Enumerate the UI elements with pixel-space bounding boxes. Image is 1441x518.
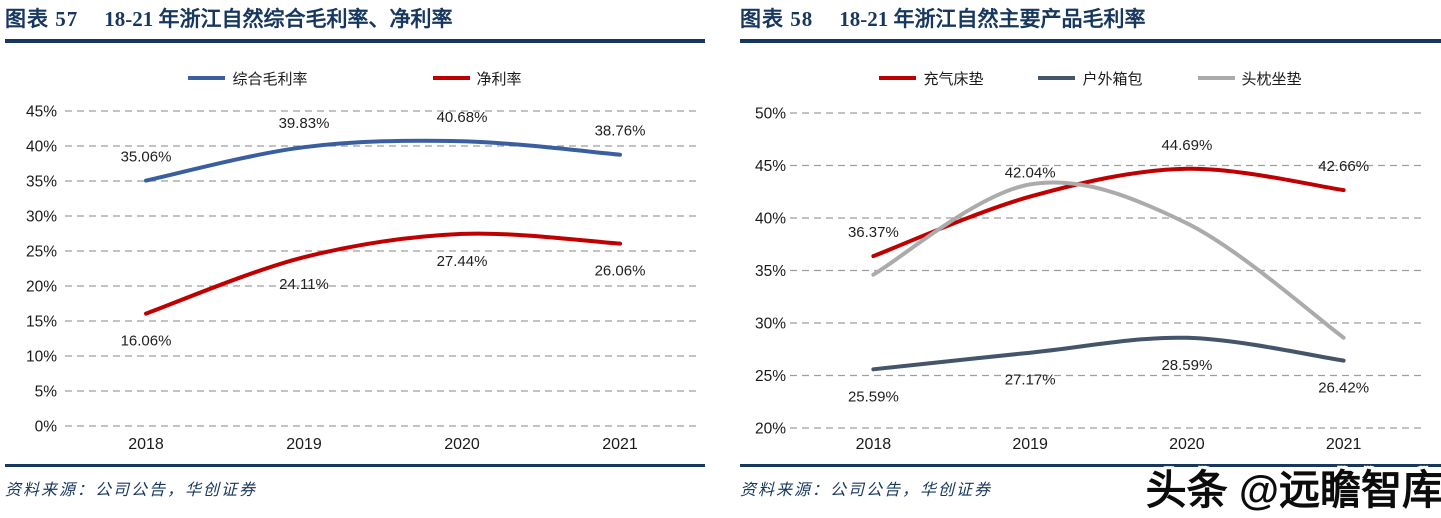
y-axis-tick-label: 40%: [755, 211, 786, 228]
figure-58-title: 18-21 年浙江自然主要产品毛利率: [839, 7, 1146, 31]
figure-58-divider: [740, 464, 1441, 467]
y-axis-tick-label: 10%: [26, 349, 57, 366]
data-label: 26.06%: [595, 263, 646, 280]
y-axis-tick-label: 5%: [35, 384, 58, 401]
x-axis-tick-label: 2018: [856, 436, 892, 453]
series-line-头枕坐垫: [871, 180, 1346, 340]
series-line-综合毛利率: [144, 138, 622, 183]
figure-58-source: 资料来源：公司公告，华创证券: [740, 482, 993, 499]
figure-57-title: 18-21 年浙江自然综合毛利率、净利率: [104, 7, 453, 31]
data-label: 36.37%: [848, 224, 899, 241]
y-axis-tick-label: 50%: [755, 106, 786, 123]
data-label: 39.83%: [279, 115, 330, 132]
legend-line-swatch: [1197, 76, 1235, 80]
legend-line-swatch: [432, 76, 470, 80]
data-label: 44.69%: [1161, 137, 1212, 154]
legend-label: 充气床垫: [923, 70, 984, 88]
y-axis-tick-label: 30%: [26, 209, 57, 226]
y-axis-tick-label: 0%: [35, 419, 58, 436]
figure-58-title-block: 图表 58 18-21 年浙江自然主要产品毛利率: [740, 6, 1441, 43]
legend-item: 充气床垫: [879, 68, 983, 89]
chart-58-legend: 充气床垫 户外箱包 头枕坐垫: [740, 67, 1441, 89]
figure-58-panel: 图表 58 18-21 年浙江自然主要产品毛利率 充气床垫 户外箱包 头枕坐垫 20%…: [740, 6, 1441, 500]
data-label: 25.59%: [848, 388, 899, 405]
y-axis-tick-label: 45%: [26, 104, 57, 121]
data-label: 16.06%: [121, 333, 172, 350]
x-axis-tick-label: 2019: [1012, 436, 1048, 453]
y-axis-tick-label: 35%: [26, 174, 57, 191]
toutiao-yuanzhan-watermark: 头条 @远瞻智库: [1145, 467, 1441, 513]
data-label: 28.59%: [1161, 357, 1212, 374]
y-axis-tick-label: 20%: [26, 279, 57, 296]
legend-label: 综合毛利率: [232, 70, 308, 88]
figure-57-label: 图表 57: [5, 7, 79, 31]
data-label: 27.44%: [437, 253, 488, 270]
figure-57-divider: [5, 464, 705, 467]
legend-item: 综合毛利率: [188, 68, 308, 89]
legend-item: 户外箱包: [1038, 68, 1143, 89]
data-label: 40.68%: [437, 109, 488, 126]
data-label: 27.17%: [1005, 372, 1056, 389]
y-axis-tick-label: 25%: [755, 368, 786, 385]
data-label: 42.66%: [1318, 158, 1369, 175]
legend-line-swatch: [1038, 76, 1076, 80]
x-axis-tick-label: 2021: [602, 436, 638, 453]
x-axis-tick-label: 2020: [1169, 436, 1205, 453]
x-axis-tick-label: 2021: [1326, 436, 1362, 453]
figure-57-panel: 图表 57 18-21 年浙江自然综合毛利率、净利率 综合毛利率 净利率 0% 5% 1…: [5, 6, 705, 500]
chart-57-legend: 综合毛利率 净利率: [5, 67, 705, 89]
legend-label: 户外箱包: [1082, 70, 1143, 88]
y-axis-tick-label: 30%: [755, 316, 786, 333]
data-label: 24.11%: [279, 276, 329, 293]
figure-57-title-block: 图表 57 18-21 年浙江自然综合毛利率、净利率: [5, 6, 705, 43]
y-axis-tick-label: 40%: [26, 139, 57, 156]
x-axis-tick-label: 2019: [286, 436, 322, 453]
y-axis-tick-label: 35%: [755, 263, 786, 280]
series-line-净利率: [144, 231, 622, 316]
chart-58-line-chart: 20% 25% 30% 35% 40% 45% 50% 2018 2019 2020 2021 36.…: [755, 106, 1422, 453]
x-axis-tick-label: 2020: [444, 436, 480, 453]
legend-item: 头枕坐垫: [1197, 68, 1302, 89]
y-axis-tick-label: 45%: [755, 158, 786, 175]
y-axis-tick-label: 25%: [26, 244, 57, 261]
legend-item: 净利率: [432, 68, 522, 89]
data-label: 26.42%: [1318, 380, 1369, 397]
legend-line-swatch: [188, 76, 226, 80]
legend-label: 头枕坐垫: [1241, 70, 1302, 88]
data-label: 35.06%: [121, 149, 172, 166]
chart-57-line-chart: 0% 5% 10% 15% 20% 25% 30% 35% 40% 45% 2018 2019 2020…: [26, 104, 699, 453]
y-axis-tick-label: 15%: [26, 314, 57, 331]
data-label: 38.76%: [595, 123, 646, 140]
series-line-户外箱包: [871, 335, 1346, 372]
y-axis-tick-label: 20%: [755, 421, 786, 438]
x-axis-tick-label: 2018: [128, 436, 164, 453]
legend-line-swatch: [879, 76, 917, 80]
data-label: 42.04%: [1005, 165, 1056, 182]
figure-58-label: 图表 58: [740, 7, 814, 31]
legend-label: 净利率: [476, 70, 522, 88]
series-line-充气床垫: [871, 166, 1346, 259]
figure-57-source: 资料来源：公司公告，华创证券: [5, 482, 258, 499]
